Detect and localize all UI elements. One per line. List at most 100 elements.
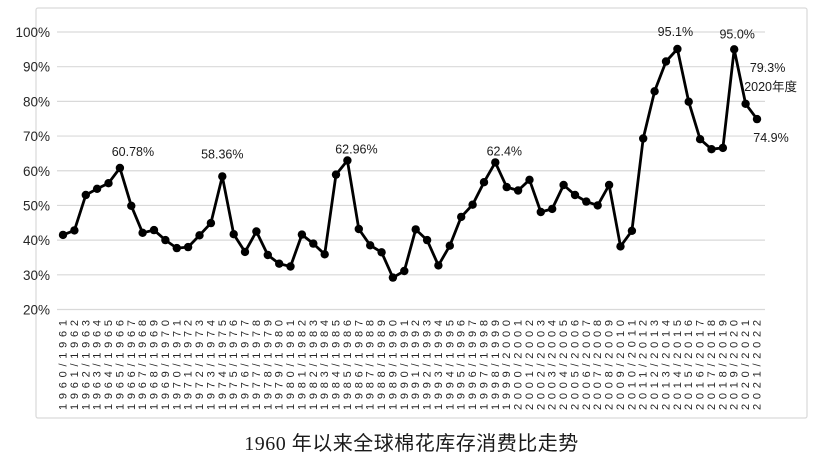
x-axis-tick-label: 2004/2005 (558, 320, 570, 410)
x-axis-tick-label: 1973/1974 (205, 320, 217, 410)
data-point (627, 226, 637, 235)
x-axis-tick-label: 1985/1986 (342, 320, 354, 410)
x-axis-tick-label: 1996/1997 (467, 320, 479, 410)
data-point (343, 156, 352, 165)
data-point (548, 204, 557, 214)
x-axis-tick-label: 1962/1963 (80, 320, 92, 410)
chart-border (35, 7, 808, 419)
data-point (331, 170, 341, 179)
data-label-annotation: 95.0% (719, 27, 754, 41)
x-axis-tick-label: 1965/1966 (114, 320, 126, 410)
data-point (457, 212, 466, 222)
data-point (161, 235, 170, 245)
data-point (92, 184, 102, 193)
x-axis-tick-label: 2006/2007 (581, 320, 593, 410)
x-axis-tick-label: 1969/1970 (160, 320, 172, 410)
x-axis-tick-label: 2003/2004 (547, 320, 559, 410)
data-point (639, 134, 648, 143)
data-label-annotation: 60.78% (112, 145, 154, 159)
x-axis-tick-label: 2009/2010 (615, 320, 627, 410)
data-point (525, 175, 534, 184)
data-point (206, 218, 216, 228)
data-point (400, 266, 409, 276)
x-axis-tick-label: 2019/2020 (729, 320, 741, 410)
x-axis-tick-label: 2014/2015 (672, 320, 684, 410)
data-point (752, 114, 762, 124)
data-point (707, 145, 716, 154)
x-axis-tick-label: 1981/1982 (296, 320, 308, 410)
x-axis-tick-label: 1982/1983 (308, 320, 320, 410)
x-axis-tick-label: 1989/1990 (387, 320, 399, 410)
line-chart-canvas: 100%90%80%70%60%50%40%30%20%1960/1961196… (15, 7, 808, 419)
x-axis-tick-label: 1991/1992 (410, 320, 422, 410)
data-point (422, 235, 432, 245)
x-axis-tick-label: 1961/1962 (69, 320, 81, 410)
x-axis-tick-label: 1995/1996 (456, 320, 468, 410)
data-point (366, 241, 375, 250)
chart-title: 1960 年以来全球棉花库存消费比走势 (244, 433, 579, 455)
x-axis-tick-label: 1967/1968 (137, 320, 149, 410)
x-axis-tick-label: 2013/2014 (660, 320, 672, 410)
data-point (513, 186, 523, 195)
data-point (411, 225, 420, 234)
data-point (229, 230, 238, 239)
x-axis-tick-label: 2000/2001 (513, 320, 525, 410)
data-point (491, 158, 500, 167)
data-point (172, 243, 181, 253)
y-axis-tick-label: 80% (23, 94, 50, 109)
data-label-annotation: 74.9% (753, 131, 788, 145)
x-axis-tick-label: 1968/1969 (149, 320, 161, 410)
data-point (661, 57, 671, 66)
x-axis-tick-label: 1974/1975 (217, 320, 229, 410)
data-point (138, 228, 147, 237)
y-axis-tick-label: 70% (23, 129, 50, 144)
data-point (149, 225, 159, 235)
x-axis-tick-label: 1997/1998 (478, 320, 490, 410)
data-point (388, 273, 398, 282)
data-point (718, 143, 728, 153)
data-point (673, 44, 682, 54)
data-label-annotation: 95.1% (658, 25, 693, 39)
y-axis-tick-label: 90% (23, 60, 50, 75)
data-point (263, 250, 272, 260)
data-point (377, 248, 386, 257)
x-axis-tick-label: 1987/1988 (365, 320, 377, 410)
data-point (502, 182, 511, 192)
x-axis-tick-label: 1970/1971 (171, 320, 183, 410)
data-point (536, 207, 545, 217)
data-point (240, 247, 250, 257)
y-axis-tick-label: 100% (15, 25, 50, 40)
data-point (468, 200, 477, 209)
x-axis-tick-label: 1980/1981 (285, 320, 297, 410)
x-axis-tick-label: 1977/1978 (251, 320, 263, 410)
data-label-annotation: 2020年度 (744, 79, 797, 94)
data-point (650, 87, 659, 96)
x-axis-tick-label: 1978/1979 (262, 320, 274, 410)
data-point (593, 201, 602, 210)
x-axis-tick-label: 2005/2006 (569, 320, 581, 410)
data-label-annotation: 79.3% (750, 61, 785, 75)
x-axis-tick-label: 1988/1989 (376, 320, 388, 410)
data-label-annotation: 58.36% (201, 147, 243, 161)
y-axis-tick-label: 40% (23, 233, 50, 248)
x-axis-tick-label: 1963/1964 (92, 320, 104, 410)
x-axis-tick-label: 2010/2011 (626, 320, 638, 410)
data-point (479, 178, 489, 187)
x-axis-tick-label: 2011/2012 (638, 320, 650, 410)
x-axis-tick-label: 1984/1985 (331, 320, 343, 410)
x-axis-tick-label: 1992/1993 (422, 320, 434, 410)
x-axis-tick-label: 2012/2013 (649, 320, 661, 410)
y-axis-tick-label: 60% (23, 164, 50, 179)
data-point (730, 45, 739, 54)
data-point (741, 99, 750, 109)
data-point (81, 190, 91, 200)
x-axis-tick-label: 1966/1967 (126, 320, 138, 410)
y-axis-tick-label: 50% (23, 198, 50, 213)
data-point (559, 180, 568, 190)
y-axis-tick-label: 30% (23, 268, 50, 283)
data-point (695, 135, 705, 144)
data-label-annotation: 62.96% (335, 143, 377, 157)
data-point (320, 250, 329, 259)
data-point (58, 230, 68, 240)
